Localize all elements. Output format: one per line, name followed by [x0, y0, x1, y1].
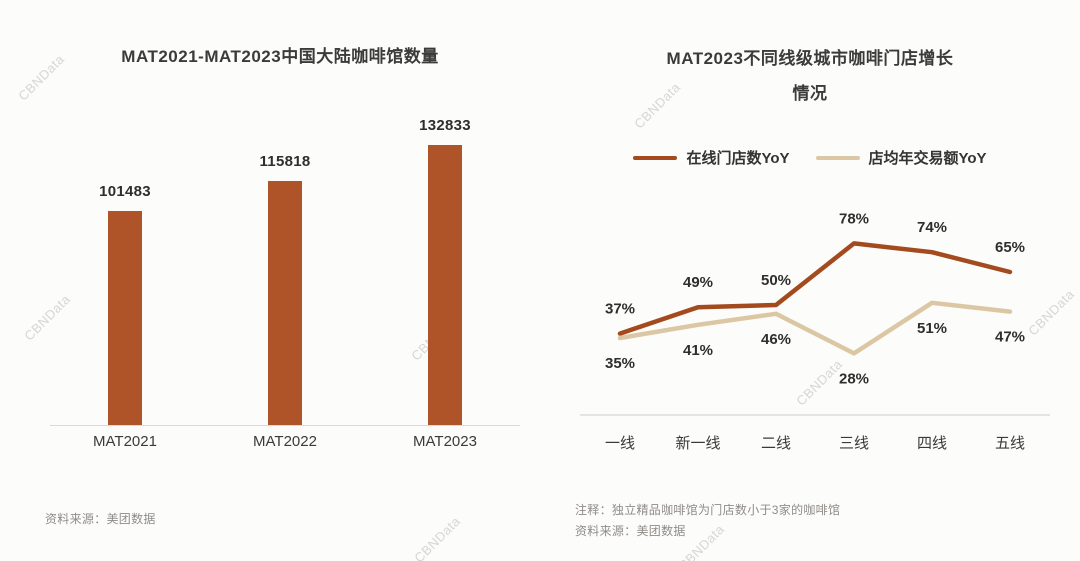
- bar-group: 101483: [45, 105, 205, 425]
- data-label: 50%: [761, 272, 791, 289]
- bar-group: 115818: [205, 105, 365, 425]
- line-series-1: [617, 300, 1013, 356]
- line-categories: 一线 新一线 二线 三线 四线 五线: [575, 432, 1055, 452]
- data-label: 47%: [995, 329, 1025, 346]
- bar-chart: 101483 115818 132833: [45, 105, 525, 425]
- legend-swatch-store-count: [633, 155, 678, 160]
- bar-group: 132833: [365, 105, 525, 425]
- data-label: 74%: [917, 219, 947, 236]
- left-source: 资料来源：美团数据: [45, 512, 156, 526]
- data-label: 41%: [683, 342, 713, 359]
- bar: [108, 211, 142, 425]
- data-label: 35%: [605, 355, 635, 372]
- x-axis-label: MAT2021: [93, 433, 157, 450]
- legend-label-store-count: 在线门店数YoY: [686, 150, 790, 167]
- bar-value-label: 132833: [419, 117, 471, 134]
- right-chart-title-line2: 情况: [792, 84, 828, 103]
- x-axis-label: MAT2023: [413, 433, 477, 450]
- x-axis-label: 新一线: [675, 435, 721, 452]
- data-label: 28%: [839, 370, 869, 387]
- x-axis-label: MAT2022: [253, 433, 317, 450]
- data-label: 37%: [605, 301, 635, 318]
- line-series-0: [617, 241, 1013, 336]
- data-label: 78%: [839, 210, 869, 227]
- bar: [428, 145, 462, 425]
- bar: [268, 181, 302, 425]
- legend-swatch-transaction: [815, 155, 860, 160]
- right-source: 资料来源：美团数据: [575, 524, 686, 538]
- bar-value-label: 115818: [259, 153, 311, 170]
- left-chart-title: MAT2021-MAT2023中国大陆咖啡馆数量: [121, 47, 439, 66]
- legend-item-store-count: 在线门店数YoY: [633, 147, 790, 168]
- x-axis-label: 五线: [994, 435, 1025, 452]
- right-note: 注释：独立精品咖啡馆为门店数小于3家的咖啡馆: [575, 503, 841, 517]
- data-label: 46%: [761, 331, 791, 348]
- legend-label-transaction: 店均年交易额YoY: [868, 150, 987, 167]
- x-axis-label: 四线: [916, 435, 947, 452]
- left-x-axis: [50, 425, 520, 426]
- right-chart-title-line1: MAT2023不同线级城市咖啡门店增长: [666, 49, 954, 68]
- x-axis-label: 一线: [604, 435, 635, 452]
- line-chart-svg: 37% 49% 50% 78% 74% 65% 35% 41% 46% 28% 51% 47%: [580, 210, 1050, 416]
- data-label: 51%: [917, 320, 947, 337]
- legend-item-transaction: 店均年交易额YoY: [815, 147, 987, 168]
- legend: 在线门店数YoY 店均年交易额YoY: [565, 147, 1055, 168]
- x-axis-label: 二线: [760, 435, 791, 452]
- watermark: CBNData: [411, 513, 464, 561]
- data-label: 65%: [995, 239, 1025, 256]
- x-axis-label: 三线: [838, 435, 869, 452]
- bar-categories: MAT2021 MAT2022 MAT2023: [45, 433, 525, 450]
- data-label: 49%: [683, 274, 713, 291]
- bar-value-label: 101483: [99, 183, 151, 200]
